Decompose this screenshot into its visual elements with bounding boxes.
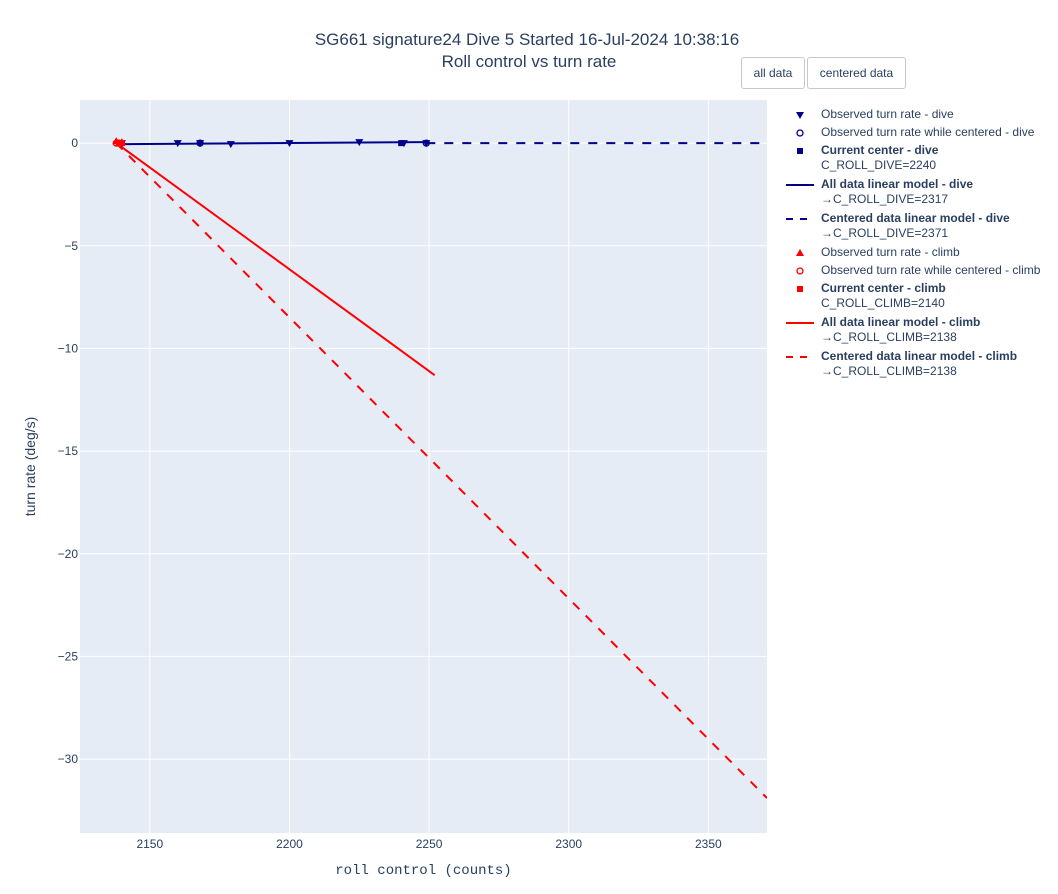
legend-text: Current center - climb C_ROLL_CLIMB=2140 <box>821 281 946 311</box>
observed-turn-rate-dive-point <box>226 141 235 149</box>
chart-title: SG661 signature24 Dive 5 Started 16-Jul-… <box>314 30 740 49</box>
legend-text: Observed turn rate while centered - clim… <box>821 263 1040 278</box>
centered-data-button[interactable]: centered data <box>807 57 906 89</box>
x-axis-label: roll control (counts) <box>335 863 511 879</box>
legend-text: Current center - dive C_ROLL_DIVE=2240 <box>821 143 938 173</box>
legend-sublabel: C_ROLL_DIVE=2240 <box>821 158 937 172</box>
chart-subtitle: Roll control vs turn rate <box>441 52 617 71</box>
legend-symbol <box>786 356 814 358</box>
all-data-linear-model-dive-line <box>116 141 427 146</box>
x-tick-label: 2200 <box>276 837 303 851</box>
x-tick-label: 2250 <box>416 837 443 851</box>
current-center-climb-point <box>118 140 125 147</box>
y-tick-label: −20 <box>58 547 79 561</box>
legend-sublabel: C_ROLL_CLIMB=2140 <box>821 296 945 310</box>
y-tick-label: −25 <box>58 649 79 663</box>
legend-marker <box>796 112 804 119</box>
legend-text: Observed turn rate while centered - dive <box>821 125 1034 140</box>
axis-ticks: 2150 2200 2250 2300 2350 0 −5 −10 −15 −20 −25 −30 <box>58 136 722 851</box>
legend-symbol <box>786 322 814 324</box>
legend-sublabel: →C_ROLL_CLIMB=2138 <box>821 330 957 344</box>
observed-turn-rate-dive-point <box>173 140 182 148</box>
legend-item[interactable]: Observed turn rate while centered - dive <box>780 124 1052 142</box>
observed-turn-rate-dive-point <box>285 140 294 148</box>
legend-text: Observed turn rate - dive <box>821 107 954 122</box>
legend-sublabel: →C_ROLL_CLIMB=2138 <box>821 364 957 378</box>
legend-text: All data linear model - climb →C_ROLL_CLI… <box>821 315 980 345</box>
legend-label: Observed turn rate - dive <box>821 107 954 121</box>
grid-lines <box>80 100 767 833</box>
chart-legend: Observed turn rate - dive Observed turn r… <box>780 106 1052 382</box>
legend-label: Observed turn rate while centered - dive <box>821 125 1035 139</box>
y-tick-label: −15 <box>58 444 79 458</box>
legend-item[interactable]: Observed turn rate - dive <box>780 106 1052 124</box>
legend-marker <box>796 267 804 275</box>
all-data-linear-model-climb-line <box>115 142 436 376</box>
legend-item[interactable]: Centered data linear model - climb →C_ROL… <box>780 348 1052 382</box>
legend-sublabel: →C_ROLL_DIVE=2371 <box>821 226 949 240</box>
legend-label: Centered data linear model - climb <box>821 349 1018 363</box>
legend-symbol <box>796 112 804 119</box>
legend-symbol <box>797 286 803 292</box>
legend-item[interactable]: Observed turn rate - climb <box>780 244 1052 262</box>
legend-label: Current center - climb <box>821 281 946 295</box>
x-tick-label: 2150 <box>136 837 163 851</box>
all-data-button[interactable]: all data <box>741 57 805 89</box>
observed-turn-rate-dive-point <box>196 140 205 148</box>
current-center-dive-point <box>398 140 405 147</box>
legend-symbol <box>796 267 804 275</box>
legend-marker <box>797 148 803 154</box>
legend-label: Observed turn rate while centered - clim… <box>821 263 1041 277</box>
model-lines <box>115 141 767 799</box>
legend-label: Current center - dive <box>821 143 939 157</box>
y-tick-label: 0 <box>71 136 78 150</box>
legend-item[interactable]: Observed turn rate while centered - clim… <box>780 262 1052 280</box>
legend-label: All data linear model - climb <box>821 315 981 329</box>
x-tick-label: 2300 <box>555 837 582 851</box>
legend-text: Centered data linear model - dive →C_ROLL… <box>821 211 1010 241</box>
legend-marker <box>796 249 804 256</box>
legend-symbol <box>786 218 814 220</box>
legend-text: Observed turn rate - climb <box>821 245 960 260</box>
legend-text: Centered data linear model - climb →C_ROL… <box>821 349 1017 379</box>
y-tick-label: −30 <box>58 752 79 766</box>
legend-item[interactable]: All data linear model - dive →C_ROLL_DIVE… <box>780 176 1052 210</box>
legend-symbol <box>796 249 804 256</box>
legend-marker <box>796 129 804 137</box>
legend-item[interactable]: Current center - climb C_ROLL_CLIMB=2140 <box>780 280 1052 314</box>
x-tick-label: 2350 <box>695 837 722 851</box>
legend-symbol <box>797 148 803 154</box>
data-markers <box>112 137 431 149</box>
legend-symbol <box>786 184 814 186</box>
legend-item[interactable]: Current center - dive C_ROLL_DIVE=2240 <box>780 142 1052 176</box>
legend-sublabel: →C_ROLL_DIVE=2317 <box>821 192 949 206</box>
legend-label: All data linear model - dive <box>821 177 974 191</box>
legend-symbol <box>796 129 804 137</box>
y-tick-label: −10 <box>58 341 79 355</box>
observed-turn-rate-dive-point <box>355 139 364 147</box>
observed-turn-rate-dive-point <box>422 140 431 148</box>
legend-label: Observed turn rate - climb <box>821 245 960 259</box>
legend-marker <box>797 286 803 292</box>
observed-turn-rate-while-centered-dive-point <box>422 139 430 147</box>
legend-item[interactable]: All data linear model - climb →C_ROLL_CLI… <box>780 314 1052 348</box>
legend-label: Centered data linear model - dive <box>821 211 1010 225</box>
legend-text: All data linear model - dive →C_ROLL_DIVE… <box>821 177 973 207</box>
observed-turn-rate-while-centered-dive-point <box>196 139 204 147</box>
y-tick-label: −5 <box>64 239 78 253</box>
y-axis-label: turn rate (deg/s) <box>22 417 38 517</box>
legend-item[interactable]: Centered data linear model - dive →C_ROLL… <box>780 210 1052 244</box>
